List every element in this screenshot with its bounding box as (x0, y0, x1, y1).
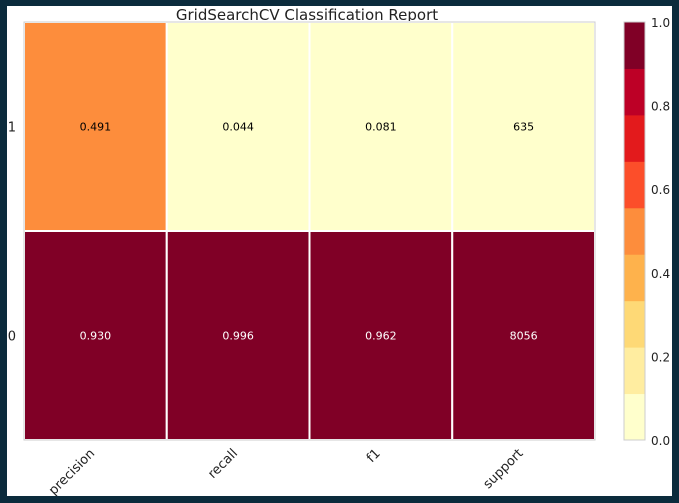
colorbar-segment (624, 114, 645, 162)
cell-value-label: 0.996 (222, 330, 254, 343)
colorbar-segment (624, 161, 645, 209)
plot-border (23, 21, 596, 441)
colorbar-tick-label: 0.2 (651, 350, 670, 364)
colorbar-tick-label: 0.4 (651, 267, 670, 281)
heatmap-cell-0-f1 (308, 230, 454, 441)
x-tick-label: recall (205, 446, 241, 482)
colorbar-tick-label: 1.0 (651, 16, 670, 30)
colorbar-segment (624, 68, 645, 116)
colorbar-border (623, 21, 646, 441)
heatmap-cell-0-precision (23, 230, 168, 441)
colorbar-segment (624, 347, 645, 395)
colorbar: 0.0 0.2 0.4 0.6 0.8 1.0 (623, 16, 670, 448)
colorbar-segment (624, 22, 645, 69)
cell-value-label: 0.491 (80, 121, 112, 134)
colorbar-tick-label: 0.0 (651, 434, 670, 448)
x-tick-label: f1 (364, 446, 384, 466)
colorbar-segment (624, 207, 645, 255)
cell-value-label: 0.962 (365, 330, 397, 343)
chart-title: GridSearchCV Classification Report (176, 6, 438, 24)
heatmap-cells (23, 21, 596, 441)
classification-report-heatmap: GridSearchCV Classification Report 0.491… (8, 6, 670, 496)
y-tick-label: 1 (8, 121, 16, 136)
colorbar-segment (624, 393, 645, 441)
heatmap-cell-0-support (451, 230, 596, 441)
y-tick-label: 0 (8, 330, 16, 345)
colorbar-segment (624, 254, 645, 302)
colorbar-tick-label: 0.8 (651, 100, 670, 114)
chart-frame: GridSearchCV Classification Report 0.491… (7, 6, 672, 496)
x-tick-label: precision (46, 446, 98, 496)
cell-value-label: 635 (513, 121, 534, 134)
heatmap-cell-labels: 0.491 0.044 0.081 635 0.930 0.996 0.962 8056 (80, 121, 538, 343)
cell-value-label: 8056 (510, 330, 538, 343)
cell-value-label: 0.930 (80, 330, 112, 343)
colorbar-tick-label: 0.6 (651, 183, 670, 197)
colorbar-segment (624, 300, 645, 348)
x-tick-label: support (481, 446, 527, 492)
heatmap-cell-0-recall (165, 230, 311, 441)
cell-value-label: 0.044 (222, 121, 254, 134)
cell-value-label: 0.081 (365, 121, 397, 134)
